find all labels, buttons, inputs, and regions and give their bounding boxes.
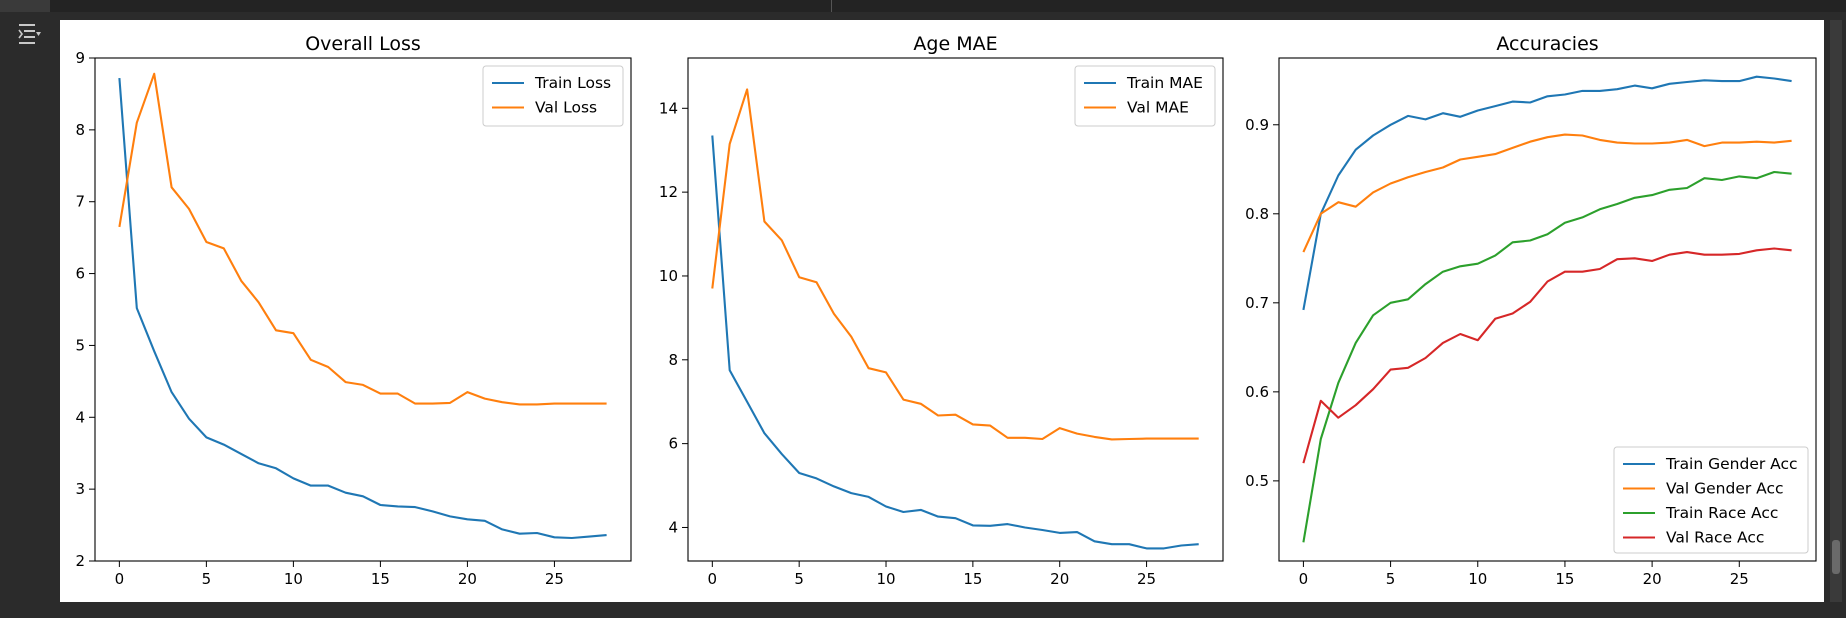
chart-title: Age MAE	[913, 33, 997, 55]
x-tick-label: 5	[202, 570, 212, 588]
x-tick-label: 10	[284, 570, 303, 588]
top-bar-segment	[0, 0, 50, 12]
chart-panel-3: Accuracies 0 5 10 15 20 25 0.5 0.6 0.7 0.8 0.9 Train…	[1245, 33, 1817, 588]
legend-label: Train Loss	[534, 74, 611, 92]
x-tick-label: 0	[115, 570, 125, 588]
y-tick-label: 4	[75, 408, 85, 426]
series-line	[118, 78, 607, 540]
plot-frame	[1278, 57, 1817, 562]
y-tick-label: 14	[659, 99, 678, 117]
legend-label: Train Gender Acc	[1665, 455, 1798, 473]
legend-label: Val MAE	[1127, 99, 1189, 117]
x-tick-label: 20	[1643, 570, 1662, 588]
legend-label: Val Gender Acc	[1666, 480, 1784, 498]
y-tick-label: 10	[659, 267, 678, 285]
x-tick-label: 20	[1050, 570, 1069, 588]
chart-panel-2: Age MAE 0 5 10 15 20 25 4 6 8 10 12 14 Train MAE Val M…	[659, 33, 1224, 588]
plot-frame	[94, 57, 632, 562]
y-tick-label: 4	[668, 518, 678, 536]
y-tick-label: 3	[75, 480, 85, 498]
series-line	[1302, 170, 1792, 543]
legend-label: Train MAE	[1126, 74, 1203, 92]
x-tick-label: 15	[963, 570, 982, 588]
y-tick-label: 0.8	[1245, 205, 1269, 223]
y-tick-label: 0.5	[1245, 472, 1269, 490]
figure: Overall Loss 0 5 10 15 20 25 2 3 4 5 6 7 8 9 Train Loss…	[75, 33, 1817, 588]
legend: Train MAE Val MAE	[1074, 65, 1216, 127]
y-tick-label: 5	[75, 336, 85, 354]
x-tick-label: 5	[1386, 570, 1396, 588]
cell-output-area	[60, 20, 1824, 602]
y-tick-label: 12	[659, 183, 678, 201]
output-settings-icon[interactable]	[16, 20, 42, 46]
series-line	[711, 88, 1199, 441]
y-tick-label: 8	[75, 121, 85, 139]
series-line	[118, 72, 607, 406]
y-tick-label: 0.7	[1245, 294, 1269, 312]
x-tick-label: 15	[1555, 570, 1574, 588]
legend: Train Loss Val Loss	[482, 65, 624, 127]
series-line	[1302, 75, 1792, 311]
legend-label: Val Race Acc	[1666, 529, 1764, 547]
scrollbar-thumb[interactable]	[1832, 540, 1840, 574]
y-tick-label: 6	[75, 265, 85, 283]
series-line	[711, 135, 1199, 550]
legend-box	[482, 65, 624, 127]
plot-frame	[687, 57, 1224, 562]
legend-label: Train Race Acc	[1665, 504, 1778, 522]
y-tick-label: 7	[75, 193, 85, 211]
series-line	[1302, 133, 1792, 253]
x-tick-label: 20	[458, 570, 477, 588]
y-tick-label: 2	[75, 552, 85, 570]
x-tick-label: 25	[545, 570, 564, 588]
legend: Train Gender Acc Val Gender Acc Train Race…	[1613, 446, 1809, 554]
x-tick-label: 0	[708, 570, 718, 588]
x-tick-label: 10	[876, 570, 895, 588]
x-tick-label: 5	[794, 570, 804, 588]
y-tick-label: 8	[668, 351, 678, 369]
cell-gutter	[0, 12, 58, 618]
y-tick-label: 0.9	[1245, 116, 1269, 134]
y-tick-label: 0.6	[1245, 383, 1269, 401]
x-tick-label: 0	[1299, 570, 1309, 588]
top-bar	[0, 0, 1846, 12]
x-tick-label: 25	[1137, 570, 1156, 588]
series-line	[1302, 247, 1792, 464]
x-tick-label: 25	[1730, 570, 1749, 588]
top-bar-divider	[831, 0, 832, 12]
x-tick-label: 10	[1468, 570, 1487, 588]
chart-title: Overall Loss	[305, 33, 421, 55]
x-tick-label: 15	[371, 570, 390, 588]
legend-box	[1613, 446, 1809, 554]
scrollbar[interactable]	[1830, 20, 1842, 602]
chart-title: Accuracies	[1496, 33, 1598, 55]
y-tick-label: 9	[75, 49, 85, 67]
legend-label: Val Loss	[535, 99, 597, 117]
chart-panel-1: Overall Loss 0 5 10 15 20 25 2 3 4 5 6 7 8 9 Train Loss…	[75, 33, 632, 588]
legend-box	[1074, 65, 1216, 127]
y-tick-label: 6	[668, 435, 678, 453]
